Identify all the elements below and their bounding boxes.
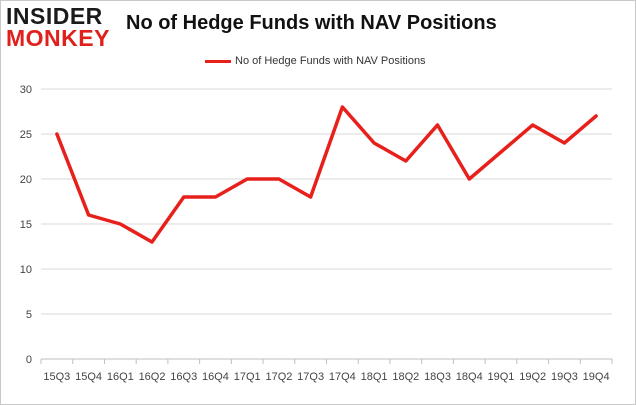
data-point	[436, 123, 440, 127]
chart-legend: No of Hedge Funds with NAV Positions	[205, 55, 426, 67]
logo-bottom-text: MONKEY	[6, 25, 110, 51]
chart-title: No of Hedge Funds with NAV Positions	[126, 12, 497, 34]
data-point	[372, 141, 376, 145]
data-point	[594, 114, 598, 118]
logo-top-text: INSIDER	[6, 3, 103, 29]
x-tick-label: 17Q1	[234, 371, 261, 383]
data-point	[277, 177, 281, 181]
data-point	[531, 123, 535, 127]
legend-label: No of Hedge Funds with NAV Positions	[235, 55, 426, 67]
data-point	[309, 195, 313, 199]
y-tick-label: 5	[26, 309, 32, 321]
x-tick-label: 19Q1	[488, 371, 515, 383]
insider-monkey-logo: INSIDER MONKEY	[6, 3, 116, 51]
x-tick-label: 17Q2	[265, 371, 292, 383]
data-point	[245, 177, 249, 181]
x-tick-label: 19Q4	[583, 371, 610, 383]
y-tick-label: 30	[20, 84, 32, 96]
x-tick-label: 19Q3	[551, 371, 578, 383]
x-tick-label: 18Q2	[392, 371, 419, 383]
x-tick-label: 15Q3	[43, 371, 70, 383]
y-tick-label: 15	[20, 219, 32, 231]
x-tick-label: 17Q4	[329, 371, 356, 383]
y-tick-label: 25	[20, 129, 32, 141]
y-tick-label: 0	[26, 354, 32, 366]
x-tick-label: 19Q2	[519, 371, 546, 383]
data-point	[213, 195, 217, 199]
x-tick-label: 18Q3	[424, 371, 451, 383]
series-line-0	[55, 105, 598, 244]
x-tick-label: 18Q1	[361, 371, 388, 383]
data-point	[562, 141, 566, 145]
x-tick-label: 17Q3	[297, 371, 324, 383]
legend-line-swatch	[205, 59, 231, 63]
data-point	[467, 177, 471, 181]
y-tick-label: 10	[20, 264, 32, 276]
x-tick-label: 15Q4	[75, 371, 102, 383]
x-tick-label: 16Q4	[202, 371, 229, 383]
x-tick-label: 16Q2	[139, 371, 166, 383]
data-point	[87, 213, 91, 217]
x-tick-label: 16Q3	[170, 371, 197, 383]
data-point	[118, 222, 122, 226]
data-point	[55, 132, 59, 136]
data-point	[340, 105, 344, 109]
data-point	[404, 159, 408, 163]
y-tick-label: 20	[20, 174, 32, 186]
data-point	[150, 240, 154, 244]
x-tick-label: 16Q1	[107, 371, 134, 383]
data-point	[499, 150, 503, 154]
x-tick-label: 18Q4	[456, 371, 483, 383]
data-point	[182, 195, 186, 199]
